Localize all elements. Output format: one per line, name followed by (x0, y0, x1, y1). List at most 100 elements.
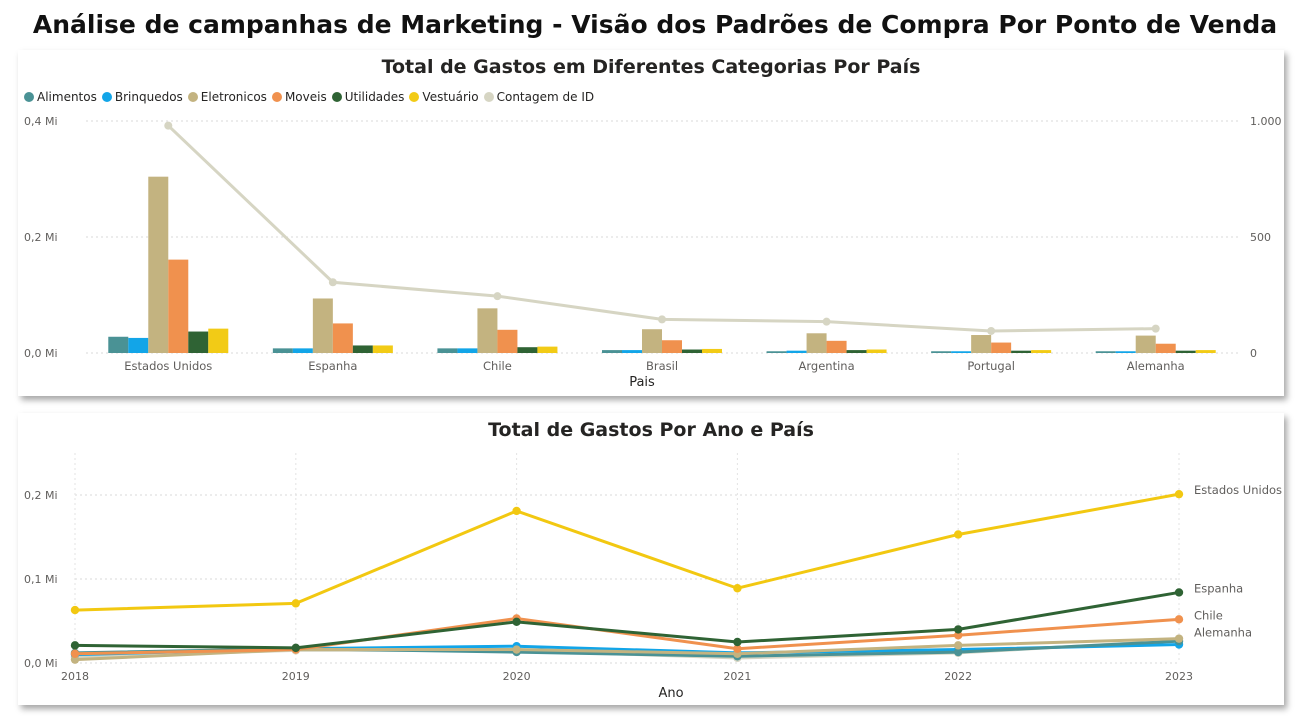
bar (477, 308, 498, 353)
category-spend-chart-panel[interactable]: Total de Gastos em Diferentes Categorias… (18, 50, 1284, 396)
bar (292, 348, 313, 353)
legend-swatch (101, 92, 112, 102)
bar (806, 333, 827, 353)
bar (1011, 350, 1032, 353)
category-bar-chart[interactable]: 0,0 Mi 0,2 Mi 0,4 Mi 0 500 1.000 Estados Unido… (18, 50, 1284, 396)
x-tick-label: Estados Unidos (124, 359, 212, 373)
data-point (70, 641, 80, 650)
bar (128, 337, 149, 353)
data-point (291, 643, 300, 653)
data-point (512, 645, 521, 654)
bar (1031, 350, 1052, 353)
bar (991, 342, 1012, 353)
bar (931, 351, 952, 353)
data-point (328, 278, 337, 287)
x-tick-label: Brasil (646, 359, 678, 373)
x-tick-label: 2022 (944, 670, 972, 683)
bar (272, 348, 293, 353)
data-point (733, 584, 742, 593)
chart-legend[interactable]: Alimentos Brinquedos Eletronicos Moveis Util… (24, 90, 599, 104)
bar (682, 349, 702, 353)
bar (662, 340, 682, 353)
page-title: Análise de campanhas de Marketing - Visã… (32, 10, 1278, 39)
legend-label: Utilidades (344, 90, 405, 104)
x-tick-label: 2023 (1165, 670, 1193, 683)
x-tick-label: 2021 (723, 670, 751, 683)
series-end-label: Espanha (1194, 581, 1243, 595)
data-point (164, 121, 173, 130)
bar (1175, 350, 1196, 353)
bar (1135, 335, 1156, 353)
legend-label: Brinquedos (114, 90, 183, 104)
data-point (954, 631, 963, 640)
legend-swatch (331, 92, 342, 102)
series-end-label: Alemanha (1194, 626, 1252, 640)
bar (188, 331, 209, 353)
series-line (74, 616, 1180, 656)
legend-label: Moveis (284, 90, 327, 104)
y2-tick-label: 1.000 (1250, 115, 1282, 128)
data-point (1174, 489, 1184, 499)
legend-item[interactable]: Brinquedos (101, 90, 183, 104)
bar (312, 298, 333, 353)
data-point (1174, 615, 1184, 624)
series-line (74, 492, 1180, 612)
y-tick-label: 0,0 Mi (24, 657, 58, 670)
series-end-label: Chile (1194, 608, 1223, 622)
legend-swatch (483, 92, 494, 102)
data-point (291, 599, 300, 608)
data-point (658, 315, 666, 324)
x-tick-label: Portugal (967, 359, 1015, 373)
data-point (1174, 588, 1184, 597)
data-point (954, 530, 963, 539)
data-point (512, 617, 521, 627)
x-axis-title: Ano (658, 686, 683, 701)
bar (1195, 350, 1216, 353)
bar (457, 348, 478, 353)
yearly-line-chart[interactable]: 0,0 Mi 0,1 Mi 0,2 Mi 2018 2019 2020 2021 2022 20… (18, 413, 1284, 705)
data-point (493, 292, 502, 301)
bar (786, 350, 807, 353)
data-point (70, 649, 80, 658)
data-point (954, 641, 963, 650)
y-tick-label: 0,2 Mi (24, 231, 58, 244)
legend-item[interactable]: Vestuário (409, 90, 479, 104)
bar (148, 176, 169, 353)
data-point (733, 644, 742, 653)
data-point (987, 326, 996, 335)
bar (517, 347, 538, 353)
bar (168, 259, 189, 353)
legend-item[interactable]: Utilidades (331, 90, 405, 104)
data-point (1174, 634, 1184, 643)
y-tick-label: 0,2 Mi (24, 489, 58, 502)
chart-title: Total de Gastos Por Ano e País (488, 419, 814, 441)
bar (372, 345, 393, 353)
bar (537, 346, 558, 353)
y-tick-label: 0,1 Mi (24, 573, 58, 586)
legend-item[interactable]: Eletronicos (187, 90, 267, 104)
legend-label: Eletronicos (200, 90, 267, 104)
legend-swatch (187, 92, 198, 102)
bar (642, 329, 662, 353)
bar (971, 335, 992, 353)
yearly-spend-chart-panel[interactable]: Total de Gastos Por Ano e País 0,0 Mi 0,1… (18, 413, 1284, 705)
data-point (733, 637, 742, 647)
bar (951, 351, 972, 353)
series-line (74, 590, 1180, 650)
bar (332, 323, 353, 353)
chart-title: Total de Gastos em Diferentes Categorias… (381, 56, 921, 78)
legend-item[interactable]: Alimentos (24, 90, 97, 104)
bar (622, 350, 642, 353)
x-tick-label: Chile (483, 359, 512, 373)
data-point (954, 647, 963, 657)
data-point (70, 655, 80, 664)
bar (702, 348, 722, 353)
bar (826, 340, 847, 353)
x-tick-label: Alemanha (1127, 359, 1185, 373)
bar (208, 328, 229, 353)
legend-item[interactable]: Moveis (271, 90, 327, 104)
x-tick-label: Argentina (799, 359, 855, 373)
legend-item[interactable]: Contagem de ID (483, 90, 594, 104)
bar (766, 351, 787, 353)
bar (352, 345, 373, 353)
